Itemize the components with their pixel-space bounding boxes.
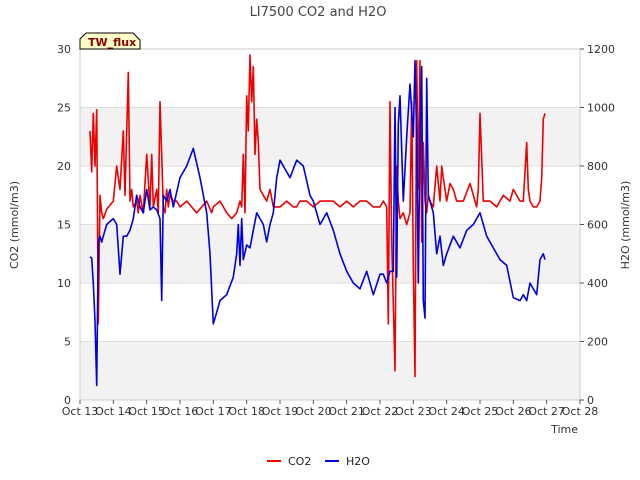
x-tick-label: Oct 26 [495, 405, 532, 418]
y-right-tick-label: 800 [587, 160, 608, 173]
badge-shape [79, 32, 141, 50]
x-tick-label: Oct 28 [562, 405, 599, 418]
plot-band [80, 341, 580, 400]
y-axis-left-label: CO2 (mmol/m3) [8, 181, 21, 269]
x-tick-label: Oct 23 [395, 405, 432, 418]
y-left-tick-label: 20 [57, 160, 71, 173]
series-line-co2 [89, 54, 546, 378]
y-right-tick-label: 400 [587, 277, 608, 290]
x-tick-label: Oct 24 [428, 405, 465, 418]
plot-band [80, 107, 580, 166]
legend: CO2 H2O [267, 455, 370, 468]
x-tick-label: Oct 25 [462, 405, 499, 418]
x-tick-label: Oct 16 [162, 405, 199, 418]
series-layer [89, 54, 546, 387]
legend-label-h2o: H2O [346, 455, 370, 468]
y-right-tick-label: 0 [587, 394, 594, 407]
plot-bands [80, 107, 580, 400]
y-right-tick-label: 1000 [587, 102, 615, 115]
badge: TW_flux [79, 32, 141, 50]
y-left-tick-label: 25 [57, 102, 71, 115]
y-right-tick-label: 600 [587, 219, 608, 232]
x-tick-label: Oct 22 [362, 405, 399, 418]
badge-label: TW_flux [88, 36, 136, 49]
x-tick-label: Oct 20 [295, 405, 332, 418]
x-tick-label: Oct 18 [228, 405, 265, 418]
y-left-tick-label: 15 [57, 219, 71, 232]
x-tick-label: Oct 19 [262, 405, 299, 418]
y-left-tick-label: 5 [64, 336, 71, 349]
legend-label-co2: CO2 [288, 455, 311, 468]
x-tick-label: Oct 15 [128, 405, 165, 418]
series-line-h2o [89, 59, 546, 387]
y-left-tick-label: 30 [57, 43, 71, 56]
plot-band [80, 224, 580, 283]
y-right-tick-label: 1200 [587, 43, 615, 56]
x-tick-label: Oct 13 [62, 405, 99, 418]
y-right-tick-label: 200 [587, 336, 608, 349]
chart-title: LI7500 CO2 and H2O [250, 5, 387, 20]
x-tick-label: Oct 17 [195, 405, 232, 418]
y-left-tick-label: 0 [64, 394, 71, 407]
x-tick-label: Oct 14 [95, 405, 132, 418]
y-axis-right-label: H2O (mmol/m3) [619, 181, 632, 270]
x-tick-label: Oct 21 [328, 405, 365, 418]
y-left-tick-label: 10 [57, 277, 71, 290]
x-axis-label: Time [550, 423, 578, 436]
x-tick-label: Oct 27 [528, 405, 565, 418]
